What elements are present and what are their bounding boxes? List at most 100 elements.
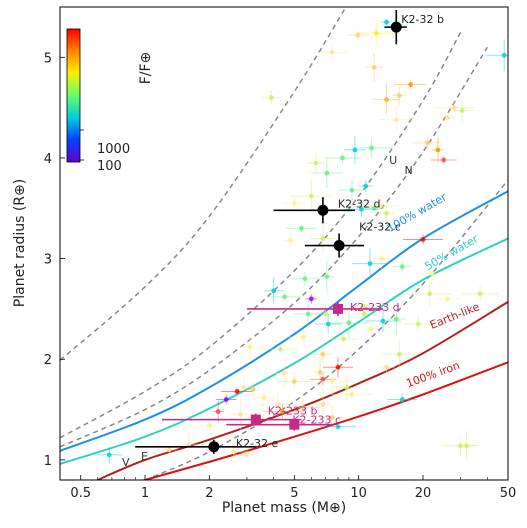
planet-point [234,389,240,394]
planet-point [244,452,250,458]
planet-point [299,226,304,231]
planet-point [373,30,379,36]
composition-curve [60,237,508,465]
planet-point [282,370,287,376]
planet-point [384,364,389,370]
y-tick-label: 2 [44,353,52,368]
colorbar-title: F/F⊕ [138,52,154,85]
planet-point [344,385,350,390]
x-tick-label: 5 [290,486,298,501]
planet-point [106,452,112,458]
planet-point [396,93,402,98]
planet-point [458,443,464,449]
planet-point [288,238,293,243]
planet-point [320,376,326,382]
highlighted-planet-label: K2-233 c [292,414,341,427]
planet-point [271,288,277,294]
planet-point [441,157,447,163]
planet-point [275,402,281,407]
x-tick-label: 2 [205,486,213,501]
planet-point [341,336,346,342]
planet-point [361,311,367,317]
planet-point [323,311,328,317]
planet-point [300,405,306,410]
iso-density-curve [60,31,462,439]
planet-point [393,117,399,123]
planet-point [380,318,386,324]
y-tick-label: 4 [44,152,52,167]
planet-point [360,303,366,309]
planet-point [371,205,377,211]
iso-density-curve [60,46,488,448]
planet-point [415,321,421,327]
solar-system-label: E [141,450,148,463]
planet-point [231,449,237,455]
colorbar-label-100: 100 [97,159,122,174]
planet-point [384,19,389,25]
planet-point [501,52,507,58]
planet-point [329,378,335,384]
planet-point [384,210,389,216]
planet-point [261,395,267,400]
planet-point [359,206,364,212]
planet-point [352,147,358,153]
planet-point [377,203,383,209]
planet-point [459,108,465,114]
planet-point [238,412,243,417]
planet-point [329,49,335,55]
planet-point [335,424,341,430]
planet-point [349,187,355,193]
plot-frame [59,6,509,481]
colorbar-gradient [66,28,81,163]
planet-point [329,415,335,421]
planet-point [215,409,221,414]
x-axis-label: Planet mass (M⊕) [222,500,346,516]
highlight-marker [289,419,300,430]
planet-point [464,443,469,449]
highlighted-planet-label: K2-233 b [268,405,318,418]
highlight-marker [390,21,402,33]
planet-point [277,346,283,352]
highlight-marker [250,414,261,425]
colorbar-label-1000: 1000 [97,142,130,157]
planet-point [425,140,430,146]
planet-point [223,397,229,402]
highlight-marker [332,303,343,314]
highlighted-planets [135,10,407,454]
planet-point [444,296,450,302]
solar-system-label: V [122,456,130,469]
planet-point [393,316,399,322]
composition-curve [97,301,508,480]
planet-point [247,344,253,350]
planet-point [308,193,314,199]
solar-system-label: N [404,164,412,177]
planet-point [300,334,306,340]
x-tick-label: 0.5 [70,486,91,501]
planet-point [429,271,435,277]
planet-point [250,387,256,392]
planet-point [355,32,361,38]
planet-point [320,236,326,241]
highlight-marker [317,204,329,216]
planet-point [302,276,308,282]
y-tick-label: 5 [44,51,52,66]
y-axis-label: Planet radius (R⊕) [12,179,28,307]
planet-point [335,364,341,370]
planet-point [325,321,331,327]
planet-point [367,261,373,267]
planet-point [324,274,330,280]
planet-point [317,369,323,375]
x-tick-label: 20 [415,486,432,501]
planet-point [399,264,405,270]
planet-point [435,147,441,153]
highlight-marker [333,240,345,252]
iso-density-curves [60,7,508,480]
planet-point [363,183,369,189]
planet-point [379,256,384,261]
x-tick-label: 10 [350,486,367,501]
planet-point [477,291,483,297]
planet-point [282,294,287,300]
planet-point [291,200,297,206]
x-tick-label: 50 [500,486,517,501]
